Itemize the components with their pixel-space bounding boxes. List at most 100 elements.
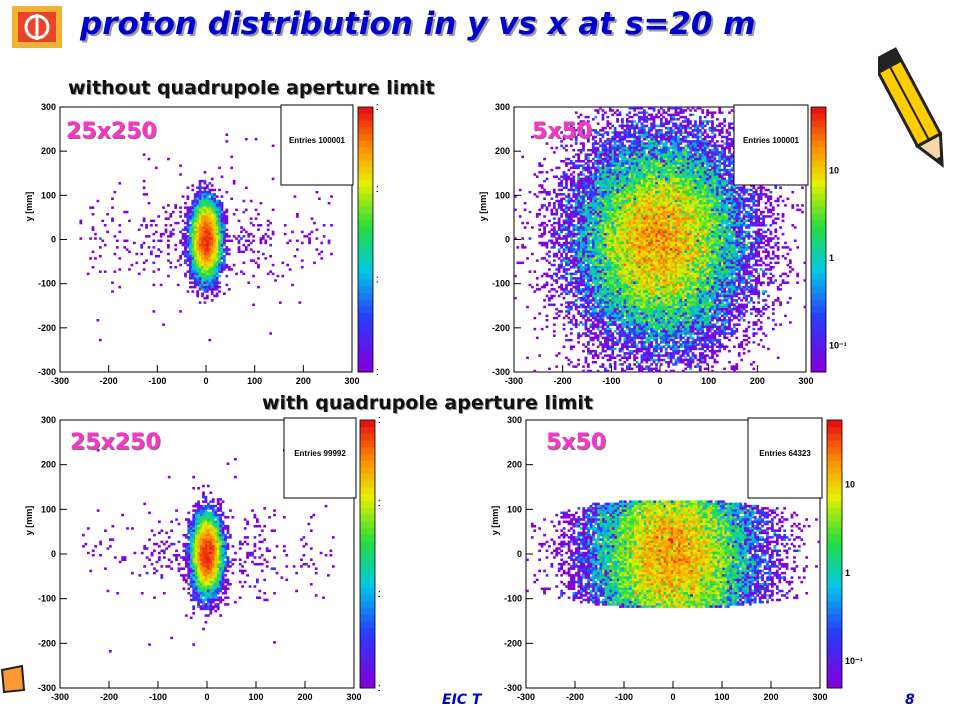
y-tick-label: 200 [41, 146, 56, 156]
y-axis-label: y [mm] [24, 192, 34, 222]
x-tick-label: 100 [714, 692, 729, 702]
stats-box [283, 417, 357, 499]
heatmap-panel-5x50-no-aperture: -300 -200 -100 0 100 200 300 -300 -200 -100 0 100 20… [478, 99, 860, 384]
heatmap-cells [79, 133, 333, 342]
eic-logo-icon [12, 6, 62, 48]
x-tick-label: 100 [248, 692, 263, 702]
y-tick-label: 300 [41, 415, 56, 425]
y-tick-label: -200 [38, 638, 56, 648]
x-tick-label: -100 [149, 692, 167, 702]
x-tick-label: -100 [148, 376, 166, 384]
x-tick-label: 200 [297, 692, 312, 702]
color-bar [357, 106, 374, 373]
colorbar-tick-label: 103 [376, 101, 378, 112]
y-tick-label: -200 [38, 323, 56, 333]
y-tick-label: -100 [38, 594, 56, 604]
colorbar-tick-label: 10⁻¹ [829, 341, 847, 351]
heatmap-panel-25x250-aperture: -300 -200 -100 0 100 200 300 -300 -200 -100 0 100 20… [18, 412, 380, 702]
colorbar-tick-label: 1 [378, 683, 380, 693]
stats-entries: Entries 100001 [743, 136, 800, 145]
heatmap-cells [514, 107, 807, 373]
heatmap-cells [82, 449, 335, 653]
y-tick-label: 100 [495, 190, 510, 200]
heatmap-cells [526, 500, 821, 608]
x-tick-label: -100 [615, 692, 633, 702]
y-tick-label: -100 [492, 279, 510, 289]
y-tick-label: 100 [41, 504, 56, 514]
section-label-bottom: with quadrupole aperture limit [262, 392, 593, 414]
color-bar [359, 419, 376, 689]
stats-box [280, 104, 354, 186]
heatmap-chart: -300 -200 -100 0 100 200 300 -300 -200 -100 0 100 20… [490, 415, 863, 702]
x-tick-label: 100 [701, 376, 716, 384]
x-tick-label: 300 [346, 692, 361, 702]
x-tick-label: 300 [344, 376, 359, 384]
colorbar-tick-label: 1 [376, 367, 378, 377]
page-title: proton distribution in y vs x at s=20 m [80, 6, 756, 42]
x-tick-label: -200 [554, 376, 572, 384]
heatmap-panel-25x250-no-aperture: -300 -200 -100 0 100 200 300 -300 -200 -100 0 100 20… [18, 99, 378, 384]
colorbar-tick-label: 103 [378, 414, 380, 425]
x-tick-label: 0 [204, 692, 209, 702]
color-bar [810, 106, 827, 373]
colorbar-tick-label: 10 [845, 479, 855, 489]
x-tick-label: -200 [100, 376, 118, 384]
y-tick-label: 300 [507, 415, 522, 425]
y-tick-label: -300 [38, 367, 56, 377]
colorbar-tick-label: 10⁻¹ [845, 656, 863, 666]
y-tick-label: 0 [51, 549, 56, 559]
colorbar-tick-label: 1 [845, 568, 850, 578]
y-axis-label: y [mm] [490, 506, 500, 536]
x-tick-label: -300 [505, 376, 523, 384]
y-tick-label: 0 [505, 235, 510, 245]
x-tick-label: -300 [51, 376, 69, 384]
y-tick-label: -200 [492, 323, 510, 333]
y-axis-label: y [mm] [478, 192, 488, 222]
x-tick-label: -200 [566, 692, 584, 702]
beam-energy-label: 5x50 [532, 119, 593, 144]
heatmap-chart: -300 -200 -100 0 100 200 300 -300 -200 -100 0 100 20… [24, 414, 380, 702]
x-tick-label: 200 [750, 376, 765, 384]
x-tick-label: 200 [763, 692, 778, 702]
heatmap-panel-5x50-aperture: -300 -200 -100 0 100 200 300 -300 -200 -100 0 100 20… [490, 412, 872, 702]
y-tick-label: 300 [41, 102, 56, 112]
colorbar-tick-label: 10 [376, 274, 378, 284]
y-tick-label: 300 [495, 102, 510, 112]
y-tick-label: -300 [38, 683, 56, 693]
x-tick-label: 300 [798, 376, 813, 384]
colorbar-tick-label: 1 [829, 253, 834, 263]
footer-text: EIC T [442, 692, 482, 708]
y-tick-label: -300 [492, 367, 510, 377]
x-tick-label: 200 [296, 376, 311, 384]
x-tick-label: 300 [812, 692, 827, 702]
beam-energy-label: 25x250 [66, 119, 157, 144]
page-number: 8 [905, 692, 915, 708]
beam-energy-label: 5x50 [546, 430, 607, 455]
x-tick-label: 100 [247, 376, 262, 384]
colorbar-tick-label: 102 [376, 183, 378, 194]
stats-entries: Entries 100001 [289, 136, 346, 145]
x-tick-label: 0 [670, 692, 675, 702]
colorbar-tick-label: 10 [829, 166, 839, 176]
color-bar [826, 419, 843, 689]
x-tick-label: -300 [517, 692, 535, 702]
y-tick-label: 100 [41, 190, 56, 200]
stats-entries: Entries 99992 [294, 449, 346, 458]
y-tick-label: 0 [517, 549, 522, 559]
x-tick-label: 0 [203, 376, 208, 384]
stats-box [733, 104, 809, 186]
colorbar-tick-label: 10 [378, 589, 380, 599]
y-tick-label: 200 [41, 460, 56, 470]
y-tick-label: -100 [504, 594, 522, 604]
y-tick-label: 200 [507, 460, 522, 470]
y-tick-label: -300 [504, 683, 522, 693]
y-tick-label: -200 [504, 638, 522, 648]
y-tick-label: -100 [38, 279, 56, 289]
colorbar-tick-label: 102 [378, 497, 380, 508]
heatmap-chart: -300 -200 -100 0 100 200 300 -300 -200 -100 0 100 20… [24, 101, 378, 384]
y-axis-label: y [mm] [24, 506, 34, 536]
y-tick-label: 0 [51, 235, 56, 245]
beam-energy-label: 25x250 [70, 430, 161, 455]
stats-entries: Entries 64323 [759, 449, 811, 458]
heatmap-chart: -300 -200 -100 0 100 200 300 -300 -200 -100 0 100 20… [478, 102, 847, 384]
